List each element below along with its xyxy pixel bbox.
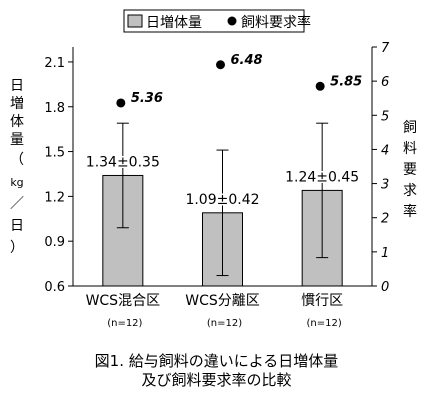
legend-marker-feed-ratio xyxy=(227,16,237,26)
y-axis-title-char-2: 体 xyxy=(10,114,24,130)
x-category-note-0: (n=12) xyxy=(107,318,142,329)
y-tick-label-0: 0.6 xyxy=(44,280,65,295)
legend-swatch-daily-gain xyxy=(127,14,143,28)
y2-tick-label-2: 2 xyxy=(381,212,389,227)
y2-axis-title-char-0: 飼 xyxy=(403,120,417,136)
y-tick-label-4: 1.8 xyxy=(44,101,65,116)
feed-ratio-point-2 xyxy=(315,81,325,91)
feed-ratio-label-2: 5.85 xyxy=(330,74,362,89)
x-category-label-0: WCS混合区 xyxy=(86,293,161,309)
y-axis-title-char-6: ／ xyxy=(10,196,24,212)
x-category-label-1: WCS分離区 xyxy=(185,292,260,309)
y2-axis-title-char-2: 要 xyxy=(403,162,417,178)
bar-value-label-2: 1.24±0.45 xyxy=(285,169,359,185)
y-axis-title-char-7: 日 xyxy=(10,218,24,234)
y2-axis-title-char-1: 料 xyxy=(403,141,417,157)
y2-axis-title-char-3: 求 xyxy=(403,183,417,199)
y-axis-title-char-3: 量 xyxy=(10,132,24,148)
y2-tick-label-7: 7 xyxy=(381,41,390,56)
y-tick-label-1: 0.9 xyxy=(44,235,65,250)
legend-label-feed-ratio: 飼料要求率 xyxy=(241,14,311,31)
x-category-note-1: (n=12) xyxy=(207,318,242,329)
y-tick-label-2: 1.2 xyxy=(44,190,65,205)
y2-tick-label-4: 4 xyxy=(381,143,389,158)
bar-value-label-0: 1.34±0.35 xyxy=(86,154,160,170)
figure-caption-line1: 図1. 給与飼料の違いによる日増体量 xyxy=(94,352,339,370)
y2-tick-label-0: 0 xyxy=(381,280,389,295)
feed-ratio-label-1: 6.48 xyxy=(231,53,263,68)
y-axis-title-char-8: ） xyxy=(10,240,24,256)
figure-caption-line2: 及び飼料要求率の比較 xyxy=(141,371,292,389)
y-axis-title-char-1: 増 xyxy=(10,96,24,112)
feed-ratio-point-0 xyxy=(116,98,126,108)
bar-value-label-1: 1.09±0.42 xyxy=(185,192,259,208)
legend-label-daily-gain: 日増体量 xyxy=(146,15,202,31)
y2-axis-title-char-4: 率 xyxy=(403,203,417,220)
y-axis-title-char-5: kg xyxy=(10,176,23,189)
feed-ratio-point-1 xyxy=(216,60,225,70)
y2-tick-label-6: 6 xyxy=(381,75,389,90)
x-category-label-2: 慣行区 xyxy=(301,292,343,309)
y-axis-title-char-0: 日 xyxy=(10,78,24,94)
y2-tick-label-3: 3 xyxy=(381,178,389,193)
y-tick-label-3: 1.5 xyxy=(44,146,65,161)
y2-tick-label-5: 5 xyxy=(381,109,389,124)
y2-tick-label-1: 1 xyxy=(381,246,389,261)
y-tick-label-5: 2.1 xyxy=(44,56,65,71)
y-axis-title-char-4: （ xyxy=(10,152,24,168)
x-category-note-2: (n=12) xyxy=(307,318,342,329)
legend-box xyxy=(123,9,305,33)
feed-ratio-label-0: 5.36 xyxy=(131,91,163,106)
